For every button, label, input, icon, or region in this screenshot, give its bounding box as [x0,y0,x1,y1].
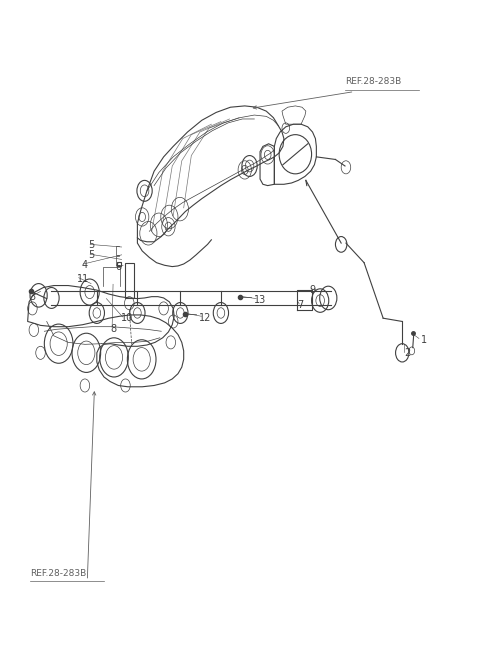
Text: 10: 10 [120,313,133,323]
Text: 7: 7 [297,300,303,310]
Text: 9: 9 [309,285,315,295]
Text: 13: 13 [254,295,266,305]
Text: 1: 1 [421,335,428,345]
Text: REF.28-283B: REF.28-283B [30,569,86,577]
Text: 5: 5 [88,240,95,250]
Text: 12: 12 [199,312,212,323]
Text: 4: 4 [82,260,88,270]
Text: 2: 2 [405,348,411,358]
Text: 8: 8 [110,323,116,334]
Text: 11: 11 [77,274,89,284]
Text: REF.28-283B: REF.28-283B [345,77,401,87]
Text: 5: 5 [88,250,95,260]
Text: 6: 6 [115,262,121,272]
Text: 3: 3 [29,293,35,302]
